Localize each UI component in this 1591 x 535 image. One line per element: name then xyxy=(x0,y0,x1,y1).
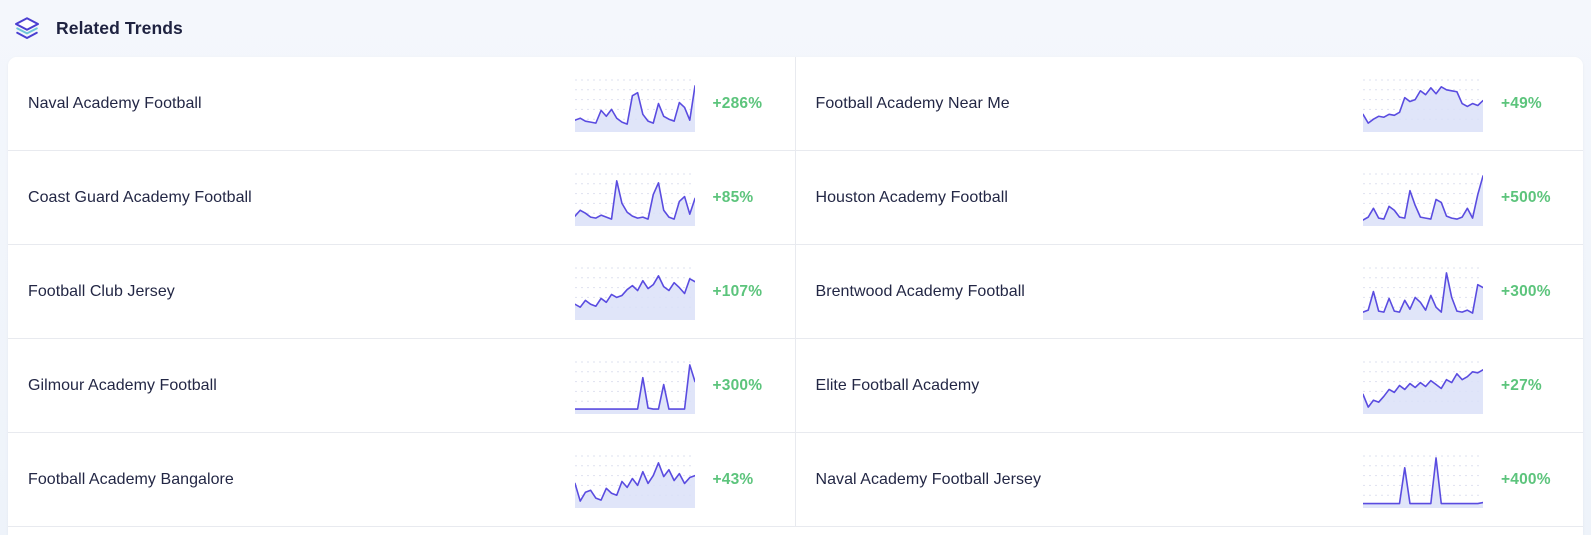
trend-change-badge: +286% xyxy=(712,94,763,112)
trend-sparkline xyxy=(1363,170,1483,226)
trend-sparkline xyxy=(1363,452,1483,508)
trend-label: Football Club Jersey xyxy=(28,282,175,300)
trend-row[interactable]: Football Club Jersey +107% xyxy=(8,245,796,339)
trend-sparkline xyxy=(574,358,695,414)
trend-label: Naval Academy Football Jersey xyxy=(815,470,1042,488)
trend-sparkline xyxy=(574,170,695,226)
trend-change-badge: +107% xyxy=(712,282,763,300)
trend-change-badge: +43% xyxy=(712,470,754,488)
trend-change-badge: +500% xyxy=(1501,188,1551,206)
trend-change-badge: +300% xyxy=(712,376,763,394)
trend-change-badge: +49% xyxy=(1501,94,1542,112)
panel-header: Related Trends xyxy=(0,0,1591,57)
trend-row[interactable]: Football Academy Near Me +49% xyxy=(795,57,1583,151)
trend-label: Coast Guard Academy Football xyxy=(28,188,252,206)
trend-label: Houston Academy Football xyxy=(815,188,1008,206)
trend-row[interactable]: Naval Academy Football +286% xyxy=(8,57,796,151)
trend-change-badge: +27% xyxy=(1501,376,1542,394)
trend-row[interactable]: Football Academy Bangalore +43% xyxy=(8,433,796,527)
layers-stack-icon xyxy=(12,14,42,44)
trend-row[interactable]: Coast Guard Academy Football +85% xyxy=(8,151,796,245)
trends-card: Naval Academy Football +286% Football Acad… xyxy=(8,57,1583,535)
trend-sparkline xyxy=(574,76,695,132)
trend-change-badge: +300% xyxy=(1501,282,1551,300)
trend-sparkline xyxy=(574,452,695,508)
trend-row[interactable]: Elite Football Academy +27% xyxy=(795,339,1583,433)
trends-grid: Naval Academy Football +286% Football Acad… xyxy=(8,57,1583,527)
trend-label: Football Academy Near Me xyxy=(815,94,1010,112)
trend-sparkline xyxy=(1363,264,1483,320)
trend-row[interactable]: Brentwood Academy Football +300% xyxy=(795,245,1583,339)
trend-change-badge: +85% xyxy=(712,188,754,206)
trend-row[interactable]: Gilmour Academy Football +300% xyxy=(8,339,796,433)
trend-label: Naval Academy Football xyxy=(28,94,202,112)
page-title: Related Trends xyxy=(56,18,183,38)
trend-sparkline xyxy=(1363,76,1483,132)
trend-row[interactable]: Naval Academy Football Jersey +400% xyxy=(795,433,1583,527)
trend-sparkline xyxy=(1363,358,1483,414)
trend-row[interactable]: Houston Academy Football +500% xyxy=(795,151,1583,245)
trend-label: Brentwood Academy Football xyxy=(815,282,1025,300)
trend-label: Gilmour Academy Football xyxy=(28,376,217,394)
trend-change-badge: +400% xyxy=(1501,470,1551,488)
trend-label: Football Academy Bangalore xyxy=(28,470,234,488)
trend-sparkline xyxy=(574,264,695,320)
trend-label: Elite Football Academy xyxy=(815,376,980,394)
